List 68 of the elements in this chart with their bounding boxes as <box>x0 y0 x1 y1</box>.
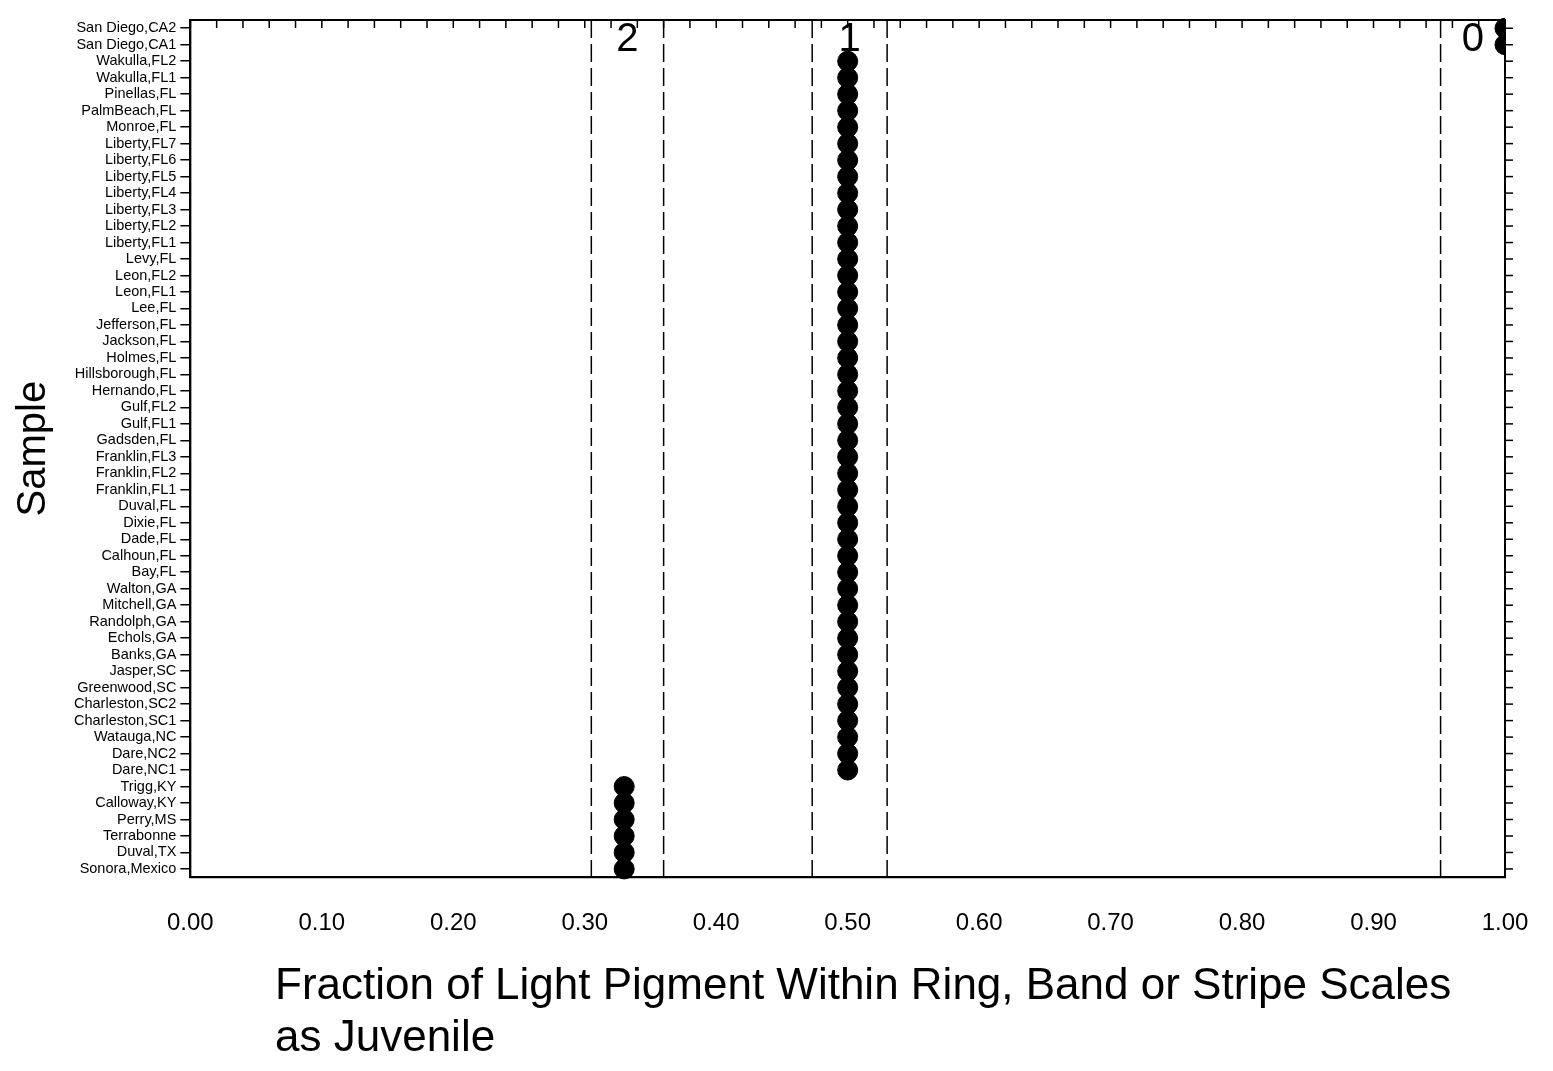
y-tick-label: Calhoun,FL <box>101 546 177 563</box>
y-tick-label: Liberty,FL1 <box>104 233 177 250</box>
y-tick-label: Liberty,FL6 <box>104 151 177 168</box>
y-tick-label: Liberty,FL2 <box>104 217 177 234</box>
y-tick-label: Charleston,SC2 <box>74 695 177 712</box>
y-tick-label: Franklin,FL1 <box>95 480 177 497</box>
y-tick-label: Perry,MS <box>117 810 177 827</box>
x-tick-label: 0.10 <box>298 908 346 936</box>
y-tick-label: Dare,NC2 <box>111 744 177 761</box>
y-tick-label: Echols,GA <box>107 629 177 646</box>
y-tick-label: Pinellas,FL <box>104 85 177 102</box>
y-tick-label: San Diego,CA2 <box>76 19 177 36</box>
y-tick-label: Hillsborough,FL <box>74 365 177 382</box>
x-tick-label: 0.20 <box>429 908 477 936</box>
x-tick-label: 0.30 <box>561 908 609 936</box>
y-tick-label: Watauga,NC <box>93 728 177 745</box>
x-tick-label: 0.70 <box>1087 908 1134 936</box>
x-tick-label: 0.40 <box>692 908 740 936</box>
y-tick-label: Franklin,FL3 <box>95 447 177 464</box>
y-tick-label: Hernando,FL <box>91 381 177 398</box>
y-tick-label: Wakulla,FL1 <box>96 68 177 85</box>
x-tick-label: 0.80 <box>1218 908 1266 936</box>
y-tick-label: San Diego,CA1 <box>76 35 177 52</box>
annotation: 2 <box>616 15 639 60</box>
x-tick-label: 0.90 <box>1350 908 1397 936</box>
x-tick-label: 0.60 <box>955 908 1003 936</box>
y-tick-label: Randolph,GA <box>89 612 177 629</box>
y-tick-label: Charleston,SC1 <box>74 711 177 728</box>
y-tick-label: Monroe,FL <box>106 118 177 135</box>
y-tick-label: Leon,FL1 <box>115 283 177 299</box>
y-tick-label: Gulf,FL1 <box>120 414 177 431</box>
x-tick-label: 0.00 <box>167 908 214 936</box>
x-tick-label: 0.50 <box>824 908 872 936</box>
y-tick-label: Holmes,FL <box>106 348 177 365</box>
y-tick-label: Duval,FL <box>118 497 177 514</box>
y-tick-label: Trigg,KY <box>120 777 177 794</box>
y-tick-label: PalmBeach,FL <box>81 101 177 118</box>
y-tick-label: Bay,FL <box>131 563 177 580</box>
y-tick-label: Sonora,Mexico <box>79 859 177 876</box>
y-tick-label: Dixie,FL <box>123 513 177 530</box>
y-tick-label: Mitchell,GA <box>102 596 177 613</box>
y-tick-label: Dade,FL <box>120 530 177 547</box>
y-tick-label: Levy,FL <box>125 250 177 267</box>
y-tick-label: Banks,GA <box>111 645 177 662</box>
annotation: 1 <box>838 15 861 60</box>
y-tick-label: Gulf,FL2 <box>120 398 177 415</box>
y-tick-label: Leon,FL2 <box>115 266 177 283</box>
y-tick-label: Terrabonne <box>103 826 177 843</box>
y-tick-label: Liberty,FL7 <box>104 134 177 151</box>
y-tick-label: Jasper,SC <box>109 662 177 679</box>
y-tick-label: Duval,TX <box>116 843 177 860</box>
y-tick-label: Liberty,FL3 <box>104 200 177 217</box>
y-tick-label: Dare,NC1 <box>111 761 177 778</box>
y-tick-label: Jefferson,FL <box>96 315 177 332</box>
y-tick-label: Walton,GA <box>106 579 177 596</box>
y-tick-label: Gadsden,FL <box>96 431 177 448</box>
y-tick-label: Greenwood,SC <box>77 678 177 695</box>
x-tick-label: 1.00 <box>1481 908 1529 936</box>
y-tick-label: Liberty,FL4 <box>104 184 177 201</box>
y-tick-label: Calloway,KY <box>95 794 177 811</box>
y-axis-title: Sample <box>9 380 54 517</box>
y-tick-label: Jackson,FL <box>102 332 177 349</box>
y-tick-label: Franklin,FL2 <box>95 464 177 481</box>
annotation: 0 <box>1461 15 1484 60</box>
x-axis-title: Fraction of Light Pigment Within Ring, Band or Stripe Scales as Juvenile <box>275 958 1453 1062</box>
y-tick-label: Liberty,FL5 <box>104 167 177 184</box>
y-tick-label: Lee,FL <box>131 299 177 316</box>
y-tick-label: Wakulla,FL2 <box>96 52 177 69</box>
